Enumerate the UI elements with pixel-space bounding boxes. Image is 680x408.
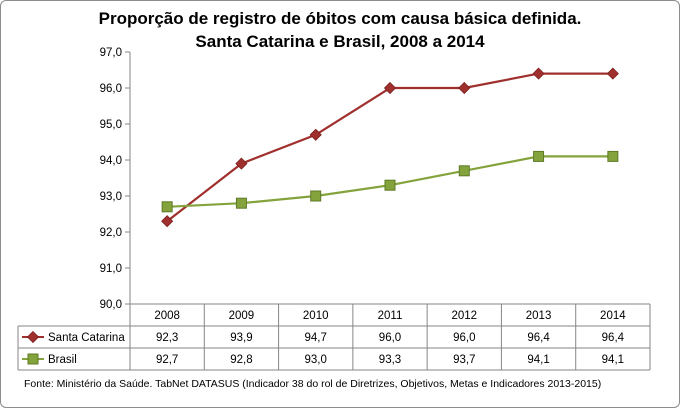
data-value-label: 94,1 xyxy=(602,354,624,366)
data-point xyxy=(235,157,248,170)
legend-key-marker xyxy=(27,353,39,365)
data-value-label: 92,3 xyxy=(156,332,178,344)
data-value-label: 93,3 xyxy=(379,354,401,366)
y-tick-label: 93,0 xyxy=(100,191,122,203)
x-category-label: 2013 xyxy=(526,310,552,322)
y-tick-label: 96,0 xyxy=(100,83,122,95)
y-tick-label: 95,0 xyxy=(100,119,122,131)
data-value-label: 92,7 xyxy=(156,354,178,366)
x-category-label: 2011 xyxy=(378,310,403,322)
data-value-label: 93,0 xyxy=(305,354,327,366)
data-value-label: 96,0 xyxy=(453,332,475,344)
chart-title-line2: Santa Catarina e Brasil, 2008 a 2014 xyxy=(195,32,485,51)
x-category-label: 2008 xyxy=(154,310,180,322)
x-category-label: 2012 xyxy=(451,310,477,322)
x-category-label: 2014 xyxy=(600,310,626,322)
legend-key-marker xyxy=(26,330,40,344)
y-tick-label: 92,0 xyxy=(100,227,122,239)
data-value-label: 94,7 xyxy=(305,332,327,344)
chart-title-line1: Proporção de registro de óbitos com caus… xyxy=(98,9,582,28)
data-value-label: 96,4 xyxy=(602,332,625,344)
data-value-label: 92,8 xyxy=(230,354,252,366)
y-tick-label: 97,0 xyxy=(100,47,122,59)
data-value-label: 96,4 xyxy=(527,332,550,344)
data-point xyxy=(607,150,619,162)
data-value-label: 94,1 xyxy=(527,354,549,366)
data-point xyxy=(383,81,397,95)
data-value-label: 93,7 xyxy=(453,354,475,366)
data-value-label: 93,9 xyxy=(230,332,252,344)
data-point xyxy=(533,150,545,162)
data-point xyxy=(384,179,396,191)
legend-label: Santa Catarina xyxy=(48,332,125,344)
source-note: Fonte: Ministério da Saúde. TabNet DATAS… xyxy=(24,378,602,390)
data-point xyxy=(606,67,619,80)
data-point xyxy=(161,201,173,213)
x-category-label: 2010 xyxy=(303,310,329,322)
y-tick-label: 91,0 xyxy=(100,263,122,275)
series-line-santa-catarina xyxy=(166,72,613,223)
legend-label: Brasil xyxy=(48,354,77,366)
data-point xyxy=(161,215,174,228)
data-point xyxy=(310,190,322,202)
data-point xyxy=(458,81,471,95)
data-point xyxy=(458,165,470,177)
data-point xyxy=(309,128,322,141)
data-value-label: 96,0 xyxy=(379,332,401,344)
data-point xyxy=(235,197,247,209)
y-tick-label: 94,0 xyxy=(100,155,122,167)
y-tick-label: 90,0 xyxy=(100,299,122,311)
x-category-label: 2009 xyxy=(229,310,255,322)
data-point xyxy=(532,67,545,80)
